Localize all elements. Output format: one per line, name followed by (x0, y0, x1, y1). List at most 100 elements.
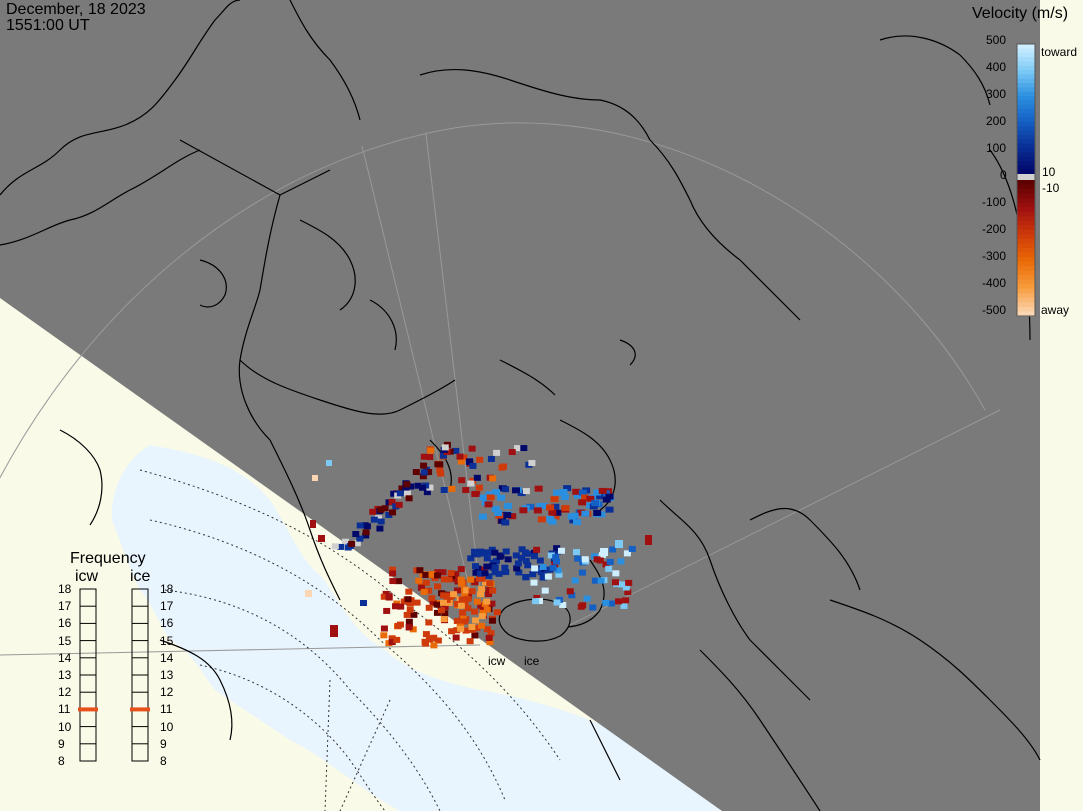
radar-cell (524, 562, 532, 569)
colorbar-segment-away (1017, 229, 1035, 235)
radar-cell (532, 598, 540, 605)
radar-cell (493, 449, 501, 456)
colorbar-segment-toward (1017, 122, 1035, 127)
velocity-colorbar (1016, 43, 1036, 317)
radar-cell (579, 602, 587, 609)
radar-cell (445, 599, 453, 606)
radar-cell (310, 520, 316, 528)
radar-cell (581, 494, 590, 501)
radar-cell (396, 490, 404, 497)
radar-cell (573, 519, 582, 526)
radar-cell (448, 628, 456, 635)
radar-cell (536, 557, 544, 564)
radar-cell (385, 593, 393, 600)
radar-cell (433, 601, 441, 608)
radar-cell (415, 577, 423, 584)
radar-cell (605, 506, 614, 513)
radar-cell (628, 545, 636, 552)
radar-cell (622, 597, 630, 604)
colorbar-segment-toward (1017, 117, 1035, 123)
radar-cell (593, 509, 602, 516)
radar-cell (362, 529, 370, 536)
radar-cell (478, 513, 487, 520)
radar-cell (305, 590, 312, 597)
colorbar-segment-toward (1017, 91, 1035, 97)
frequency-tick-icw: 12 (58, 685, 72, 700)
frequency-tick-icw: 10 (58, 719, 72, 734)
colorbar-segment-away (1017, 270, 1035, 276)
colorbar-segment-toward (1017, 83, 1035, 88)
radar-cell (479, 494, 488, 501)
radar-cell (404, 596, 412, 603)
radar-cell (456, 453, 464, 460)
radar-cell (529, 571, 537, 578)
radar-cell (468, 623, 476, 630)
radar-cell (360, 600, 367, 606)
colorbar-segment-toward (1017, 169, 1035, 175)
radar-cell (422, 631, 430, 638)
colorbar-segment-away (1017, 193, 1035, 199)
colorbar-segment-away (1017, 202, 1035, 208)
radar-cell (492, 489, 501, 496)
radar-cell (458, 609, 466, 616)
colorbar-segment-toward (1017, 44, 1035, 49)
radar-cell (624, 589, 632, 596)
radar-cell (491, 505, 500, 512)
radar-cell (481, 570, 489, 577)
radar-cell (405, 618, 413, 625)
radar-cell (403, 611, 411, 618)
radar-cell (412, 469, 420, 476)
radar-cell (561, 505, 570, 512)
radar-cell (502, 548, 510, 555)
iceland-outline (498, 598, 571, 642)
radar-cell (403, 490, 411, 497)
radar-cell (439, 452, 447, 459)
radar-cell (581, 556, 589, 563)
radar-cell (420, 469, 428, 476)
radar-cell (508, 449, 516, 456)
radar-cell (572, 488, 581, 495)
colorbar-segment-toward (1017, 104, 1035, 110)
radar-cell (622, 584, 630, 591)
radar-cell (600, 548, 608, 556)
radar-cell (467, 576, 475, 583)
radar-cell (492, 557, 500, 564)
frequency-tick-icw: 9 (58, 736, 65, 751)
radar-cell (430, 642, 438, 649)
radar-cell (337, 543, 345, 550)
meridian-line-2 (425, 133, 481, 591)
radar-cell (499, 463, 507, 470)
radar-cell (420, 588, 428, 595)
radar-cell (528, 459, 536, 466)
radar-cell (464, 605, 472, 612)
radar-cell (615, 540, 623, 548)
radar-cell (407, 483, 415, 490)
radar-cell (508, 513, 517, 520)
radar-cell (487, 455, 495, 462)
radar-cell (409, 626, 417, 633)
radar-cell (607, 600, 615, 607)
radar-cell (434, 572, 442, 579)
radar-cell (436, 467, 444, 474)
radar-cell (380, 632, 388, 639)
radar-cell (441, 603, 449, 610)
radar-cell (543, 566, 551, 573)
colorbar-tick-200: 200 (986, 114, 1007, 128)
colorbar-segment-away (1017, 248, 1035, 254)
radar-cell (591, 500, 600, 507)
radar-cell (484, 501, 493, 508)
radar-cell (480, 550, 488, 557)
radar-cell (452, 634, 460, 641)
radar-cell (589, 503, 598, 510)
radar-cell (573, 492, 582, 499)
radar-cell (566, 588, 574, 595)
frequency-tick-ice: 17 (160, 599, 174, 614)
radar-cell (420, 462, 428, 469)
frequency-tick-ice: 14 (160, 650, 174, 665)
radar-cell (541, 587, 549, 594)
colorbar-segment-away (1017, 207, 1035, 213)
radar-cell (468, 588, 476, 595)
colorbar-segment-away (1017, 225, 1035, 231)
radar-cell (452, 571, 460, 578)
